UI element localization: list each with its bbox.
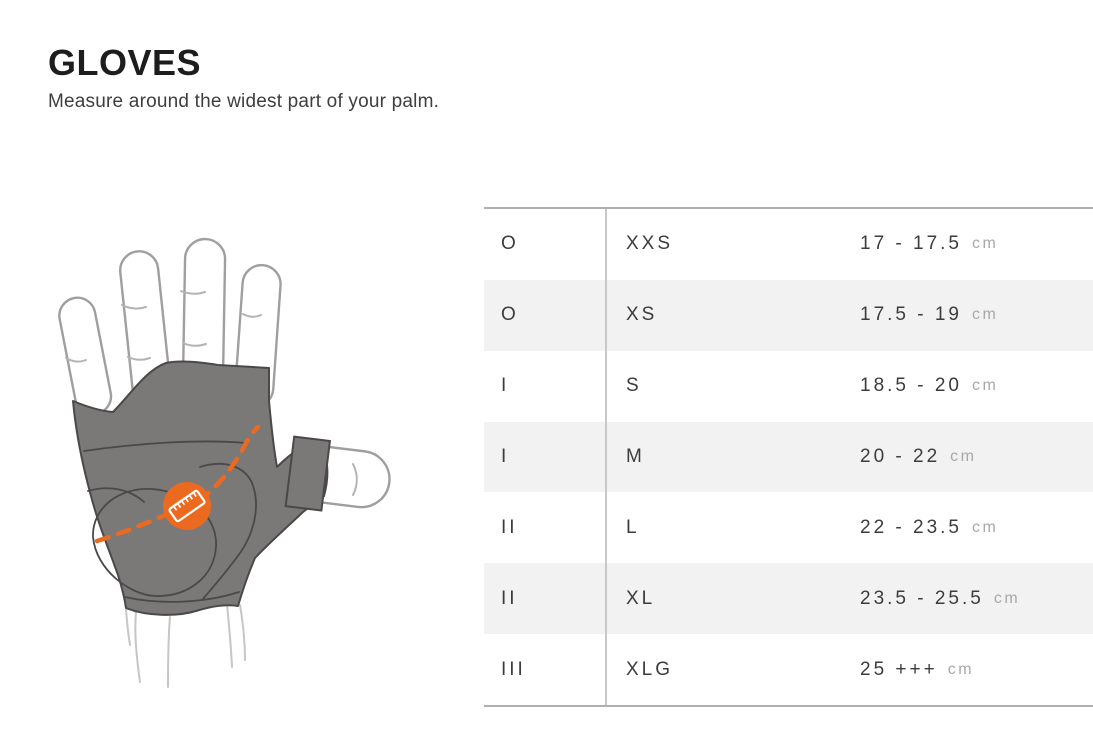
page-header: GLOVES Measure around the widest part of… — [48, 44, 439, 113]
size-group-symbol: O — [501, 233, 519, 255]
size-label: XXS — [626, 233, 674, 255]
size-row-l: II L 22 - 23.5 cm — [484, 492, 1093, 564]
size-row-s: I S 18.5 - 20 cm — [484, 350, 1093, 422]
size-range: 20 - 22 — [860, 446, 941, 467]
size-label: S — [626, 375, 642, 397]
size-unit: cm — [950, 448, 977, 465]
size-group-symbol: II — [501, 587, 518, 609]
size-group-symbol: III — [501, 658, 526, 680]
size-group-symbol: II — [501, 516, 518, 538]
size-range: 23.5 - 25.5 — [860, 587, 984, 609]
size-label: XS — [626, 304, 658, 326]
forearm-sketch-lines — [125, 603, 246, 688]
size-row-xs: O XS 17.5 - 19 cm — [484, 279, 1093, 351]
size-range: 17.5 - 19 — [860, 304, 962, 326]
size-range: 17 - 17.5 — [860, 233, 962, 255]
size-group-symbol: I — [501, 446, 510, 467]
size-group-symbol: O — [501, 304, 519, 326]
size-row-m: I M 20 - 22 cm — [484, 421, 1093, 493]
size-row-xlg: III XLG 25 +++ cm — [484, 634, 1093, 706]
size-unit: cm — [972, 306, 999, 324]
size-range: 22 - 23.5 — [860, 516, 962, 538]
size-label: XLG — [626, 658, 674, 680]
glove-size-table: O XXS 17 - 17.5 cm O XS 17.5 - 19 cm I S 1… — [484, 207, 1093, 707]
size-row-xl: II XL 23.5 - 25.5 cm — [484, 563, 1093, 635]
size-unit: cm — [972, 518, 999, 536]
size-unit: cm — [947, 660, 975, 678]
size-unit: cm — [993, 589, 1021, 607]
size-group-symbol: I — [501, 375, 510, 397]
page-subtitle: Measure around the widest part of your p… — [48, 90, 440, 112]
size-row-xxs: O XXS 17 - 17.5 cm — [484, 209, 1093, 280]
size-label: L — [626, 516, 640, 538]
thumb-glove-band — [284, 435, 332, 512]
size-label: M — [626, 446, 645, 467]
glove-illustration — [58, 237, 391, 688]
measure-circle — [163, 482, 211, 530]
pinky-finger — [58, 296, 113, 416]
size-unit: cm — [972, 235, 999, 253]
size-range: 18.5 - 20 — [860, 375, 962, 397]
size-unit: cm — [972, 377, 999, 395]
measurement-dashed-line — [94, 424, 261, 544]
page-title: GLOVES — [48, 42, 202, 83]
size-range: 25 +++ — [860, 658, 938, 680]
ruler-icon — [168, 489, 206, 523]
size-label: XL — [626, 587, 656, 609]
